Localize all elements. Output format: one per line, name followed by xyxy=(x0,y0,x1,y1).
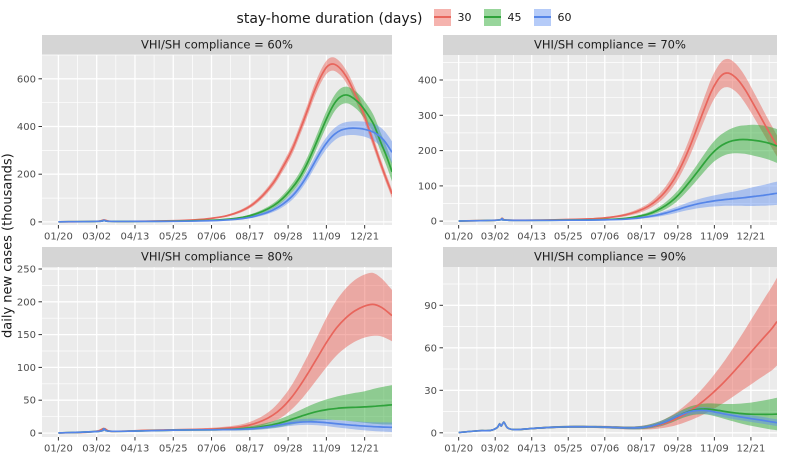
y-tick-label: 200 xyxy=(17,170,36,181)
ribbon-60-days xyxy=(458,406,777,433)
x-tick-label: 01/20 xyxy=(44,232,73,243)
legend-key-label: 60 xyxy=(557,10,572,24)
y-tick-label: 200 xyxy=(418,146,437,157)
legend-key-label: 45 xyxy=(507,10,522,24)
ribbon-45-days xyxy=(458,124,777,222)
legend-key-30: 30 xyxy=(434,8,472,26)
x-tick-label: 01/20 xyxy=(444,232,473,243)
x-tick-label: 09/28 xyxy=(274,444,303,455)
facet-strip xyxy=(42,247,392,267)
x-tick-label: 11/09 xyxy=(312,232,341,243)
x-tick-label: 03/02 xyxy=(82,444,111,455)
line-60-days xyxy=(458,192,777,222)
facet-panel-80: VHI/SH compliance = 80%01/20 03/02 04/13 05… xyxy=(17,247,392,455)
y-tick-label: 0 xyxy=(431,217,437,228)
y-tick-label: 100 xyxy=(17,363,36,374)
x-tick-label: 11/09 xyxy=(312,444,341,455)
x-tick-label: 09/28 xyxy=(663,444,692,455)
x-tick-label: 11/09 xyxy=(700,444,729,455)
x-tick-label: 04/13 xyxy=(517,232,546,243)
x-tick-label: 03/02 xyxy=(82,232,111,243)
plot-area xyxy=(443,55,777,225)
facet-panel-70: VHI/SH compliance = 70% 01/20 03/02 04/13 05… xyxy=(418,35,777,243)
y-tick-label: 300 xyxy=(418,111,437,122)
x-tick-label: 04/13 xyxy=(121,232,150,243)
x-tick-label: 12/21 xyxy=(736,232,765,243)
y-tick-label: 600 xyxy=(17,74,36,85)
facet-panel-60: VHI/SH compliance = 60% 01/20 03/02 04/13 05… xyxy=(17,35,392,243)
x-tick-label: 05/25 xyxy=(554,444,583,455)
x-tick-label: 01/20 xyxy=(444,444,473,455)
legend-swatch-line-icon xyxy=(484,15,502,18)
x-tick-label: 07/06 xyxy=(590,444,619,455)
y-tick-label: 0 xyxy=(431,428,437,439)
x-tick-label: 08/17 xyxy=(235,232,264,243)
facet-panel-90: VHI/SH compliance = 90% 01/20 03/02 04/13 05… xyxy=(424,247,777,455)
legend-key-label: 30 xyxy=(457,10,472,24)
x-tick-label: 07/06 xyxy=(197,444,226,455)
facet-grid: daily new cases (thousands) VHI/SH compl… xyxy=(0,35,793,457)
x-tick-label: 03/02 xyxy=(481,232,510,243)
y-tick-label: 0 xyxy=(30,429,36,440)
y-tick-label: 250 xyxy=(17,265,36,276)
facet-title: VHI/SH compliance = 60% xyxy=(141,38,293,52)
plot-area xyxy=(42,55,392,225)
x-tick-label: 11/09 xyxy=(700,232,729,243)
legend-swatch-icon xyxy=(534,8,552,26)
ribbon-60-days xyxy=(58,121,392,222)
y-axis-label: daily new cases (thousands) xyxy=(0,153,16,339)
legend-key-60: 60 xyxy=(534,8,572,26)
x-tick-label: 05/25 xyxy=(159,232,188,243)
x-tick-label: 07/06 xyxy=(590,232,619,243)
x-tick-label: 12/21 xyxy=(350,232,379,243)
facet-title: VHI/SH compliance = 90% xyxy=(534,250,686,264)
legend-swatch-icon xyxy=(434,8,452,26)
line-60-days xyxy=(58,420,392,434)
y-tick-label: 60 xyxy=(424,343,437,354)
y-tick-label: 50 xyxy=(23,396,36,407)
ribbon-30-days xyxy=(58,272,392,434)
plot-area xyxy=(443,267,777,437)
legend-swatch-icon xyxy=(484,8,502,26)
facet-title: VHI/SH compliance = 70% xyxy=(534,38,686,52)
x-tick-label: 07/06 xyxy=(197,232,226,243)
y-tick-label: 90 xyxy=(424,301,437,312)
facet-strip xyxy=(42,35,392,55)
x-tick-label: 08/17 xyxy=(627,444,656,455)
x-tick-label: 12/21 xyxy=(350,444,379,455)
y-tick-label: 30 xyxy=(424,386,437,397)
y-tick-label: 400 xyxy=(17,122,36,133)
x-tick-label: 05/25 xyxy=(554,232,583,243)
line-60-days xyxy=(58,127,392,223)
facet-strip xyxy=(443,247,777,267)
x-tick-label: 03/02 xyxy=(481,444,510,455)
legend-key-45: 45 xyxy=(484,8,522,26)
legend-items: 30 45 60 xyxy=(434,8,584,30)
line-60-days xyxy=(458,409,777,434)
legend: stay-home duration (days) 30 45 60 xyxy=(14,0,793,35)
y-tick-label: 100 xyxy=(418,181,437,192)
y-tick-label: 150 xyxy=(17,330,36,341)
x-tick-label: 08/17 xyxy=(235,444,264,455)
ribbon-30-days xyxy=(458,277,777,433)
x-tick-label: 04/13 xyxy=(517,444,546,455)
facet-title: VHI/SH compliance = 80% xyxy=(141,250,293,264)
legend-swatch-line-icon xyxy=(434,15,452,18)
x-tick-label: 12/21 xyxy=(736,444,765,455)
x-tick-label: 05/25 xyxy=(159,444,188,455)
x-tick-label: 01/20 xyxy=(44,444,73,455)
legend-title: stay-home duration (days) xyxy=(236,11,423,27)
x-tick-label: 09/28 xyxy=(663,232,692,243)
y-tick-label: 400 xyxy=(418,76,437,87)
facet-strip xyxy=(443,35,777,55)
x-tick-label: 09/28 xyxy=(274,232,303,243)
legend-swatch-line-icon xyxy=(534,15,552,18)
y-tick-label: 0 xyxy=(30,217,36,228)
y-tick-label: 200 xyxy=(17,297,36,308)
x-tick-label: 08/17 xyxy=(627,232,656,243)
x-tick-label: 04/13 xyxy=(121,444,150,455)
